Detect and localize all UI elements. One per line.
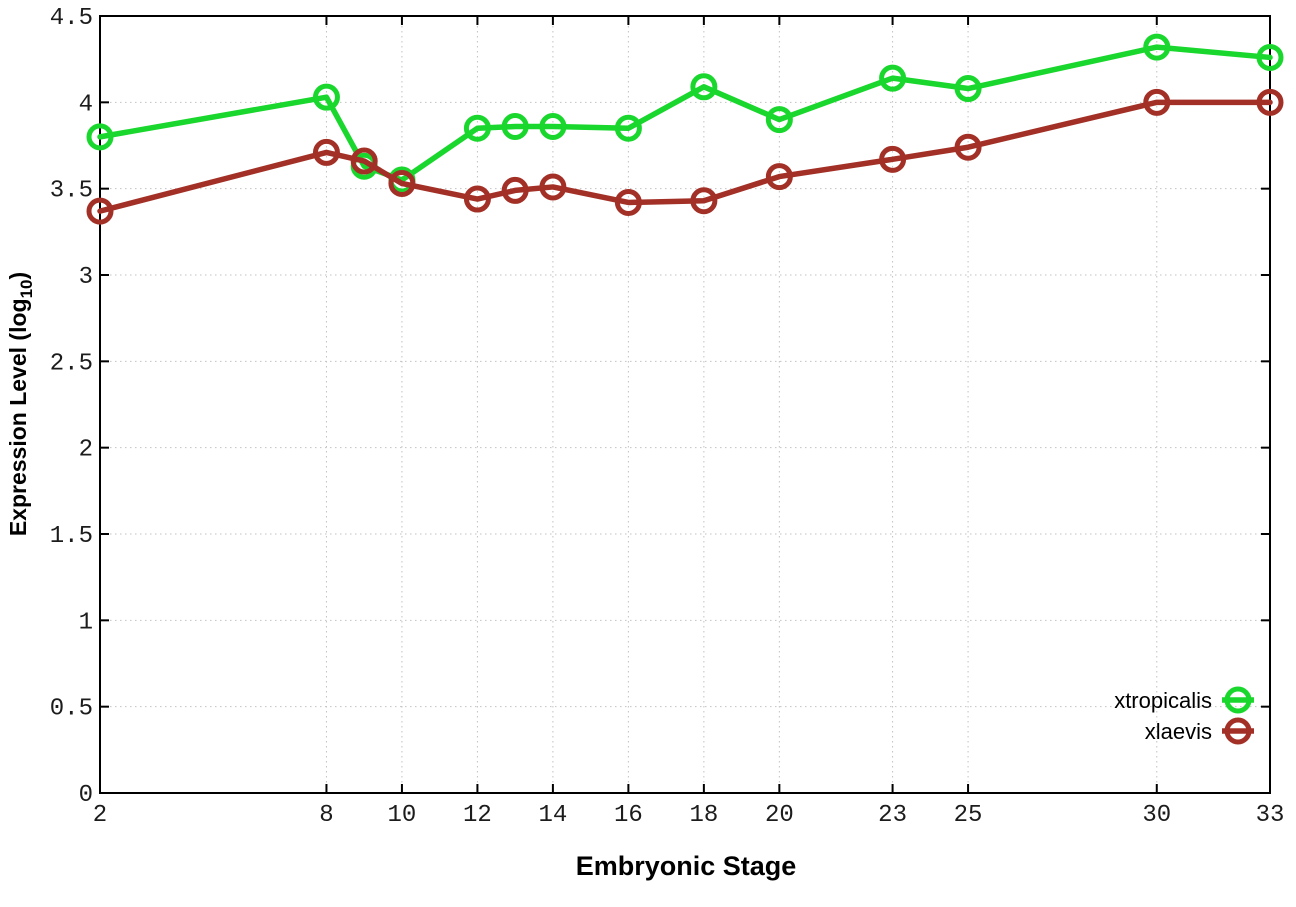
x-tick-labels: 2 8 10 12 14 16 18 20 23 25 30 33 bbox=[93, 802, 1285, 829]
series-xtropicalis-point bbox=[463, 114, 491, 142]
y-tick-label: 1.5 bbox=[50, 523, 93, 550]
y-tick-labels: 0 0.5 1 1.5 2 2.5 3 3.5 4 4.5 bbox=[50, 5, 93, 809]
series-xlaevis-point bbox=[614, 188, 642, 216]
y-tick-label: 2 bbox=[79, 437, 93, 464]
y-tick-label: 3.5 bbox=[50, 178, 93, 205]
x-tick-label: 16 bbox=[614, 802, 643, 829]
gridlines bbox=[100, 16, 1270, 793]
legend-label-xlaevis: xlaevis bbox=[1145, 719, 1212, 744]
series-xlaevis bbox=[86, 88, 1284, 225]
series-xlaevis-point bbox=[388, 169, 416, 197]
x-tick-label: 30 bbox=[1142, 802, 1171, 829]
series-xtropicalis-point bbox=[690, 73, 718, 101]
y-tick-label: 3 bbox=[79, 264, 93, 291]
series-xlaevis-point bbox=[539, 173, 567, 201]
series-xtropicalis-point bbox=[1143, 33, 1171, 61]
series-xlaevis-point bbox=[86, 197, 114, 225]
x-tick-label: 10 bbox=[388, 802, 417, 829]
legend-label-xtropicalis: xtropicalis bbox=[1114, 688, 1212, 713]
series-xtropicalis-point bbox=[954, 75, 982, 103]
x-tick-label: 20 bbox=[765, 802, 794, 829]
x-tick-label: 12 bbox=[463, 802, 492, 829]
series-xlaevis-point bbox=[1143, 88, 1171, 116]
series-xlaevis-point bbox=[463, 185, 491, 213]
x-tick-label: 23 bbox=[878, 802, 907, 829]
x-tick-label: 33 bbox=[1256, 802, 1285, 829]
series-xtropicalis-point bbox=[501, 113, 529, 141]
series-xtropicalis-point bbox=[312, 83, 340, 111]
series-xlaevis-point bbox=[765, 163, 793, 191]
x-tick-label: 14 bbox=[538, 802, 567, 829]
series-xlaevis-point bbox=[1256, 88, 1284, 116]
y-tick-label: 4 bbox=[79, 91, 93, 118]
legend: xtropicalis xlaevis bbox=[1114, 686, 1254, 745]
legend-marker-xtropicalis bbox=[1224, 686, 1252, 714]
y-tick-label: 0.5 bbox=[50, 696, 93, 723]
x-tick-label: 2 bbox=[93, 802, 107, 829]
series-xlaevis-point bbox=[954, 133, 982, 161]
series-xtropicalis-point bbox=[614, 114, 642, 142]
x-axis-title: Embryonic Stage bbox=[576, 851, 797, 881]
plot-border bbox=[99, 15, 1271, 794]
x-tick-label: 18 bbox=[689, 802, 718, 829]
y-axis-title: Expression Level (log10) bbox=[5, 272, 36, 536]
series-xlaevis-point bbox=[312, 138, 340, 166]
legend-entry-xtropicalis: xtropicalis bbox=[1114, 686, 1254, 714]
x-tick-label: 25 bbox=[954, 802, 983, 829]
series-xtropicalis-point bbox=[539, 113, 567, 141]
y-tick-label: 4.5 bbox=[50, 5, 93, 32]
x-tick-label: 8 bbox=[319, 802, 333, 829]
y-tick-label: 2.5 bbox=[50, 350, 93, 377]
series-xlaevis-point bbox=[350, 147, 378, 175]
legend-marker-xlaevis bbox=[1224, 717, 1252, 745]
y-tick-label: 0 bbox=[79, 782, 93, 809]
series-xtropicalis-point bbox=[765, 106, 793, 134]
series-xlaevis-point bbox=[501, 176, 529, 204]
series-xlaevis-point bbox=[879, 145, 907, 173]
series-xtropicalis-point bbox=[86, 123, 114, 151]
series-xtropicalis-point bbox=[879, 64, 907, 92]
legend-entry-xlaevis: xlaevis bbox=[1145, 717, 1254, 745]
y-tick-label: 1 bbox=[79, 609, 93, 636]
series-xlaevis-point bbox=[690, 187, 718, 215]
series-xtropicalis-point bbox=[1256, 43, 1284, 71]
